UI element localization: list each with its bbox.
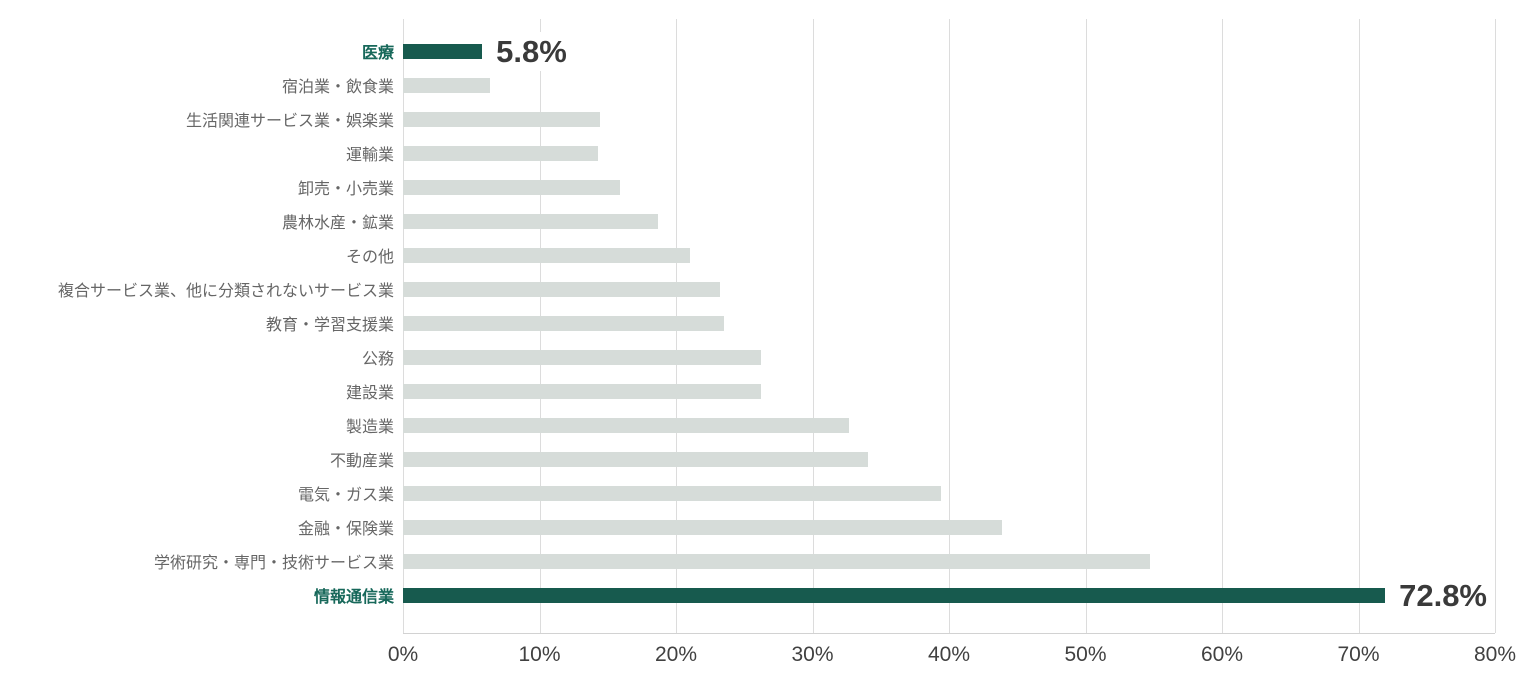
plot-area: 医療 5.8% 宿泊業・飲食業生活関連サービス業・娯楽業運輸業卸売・小売業農林水産・…: [58, 19, 1496, 633]
x-tick-label: 20%: [654, 643, 698, 666]
category-label: 生活関連サービス業・娯楽業: [185, 113, 394, 130]
gridline: [1495, 19, 1496, 633]
gridline: [1085, 19, 1087, 633]
bar-row: 宿泊業・飲食業: [282, 68, 1495, 102]
category-label: 宿泊業・飲食業: [281, 79, 394, 96]
bar-row: 公務: [362, 340, 1495, 374]
category-label: 製造業: [345, 419, 394, 436]
bar: [403, 111, 600, 127]
x-tick-label: 80%: [1473, 643, 1517, 666]
bar: [403, 485, 941, 501]
gridline: [1358, 19, 1360, 633]
category-label: 不動産業: [329, 453, 394, 470]
category-label: その他: [345, 249, 394, 266]
x-tick-label: 0%: [387, 643, 419, 666]
bar: [403, 77, 491, 93]
bar: [403, 383, 761, 399]
category-label: 建設業: [345, 385, 394, 402]
category-label: 卸売・小売業: [297, 181, 394, 198]
bar-rows: 医療 5.8% 宿泊業・飲食業生活関連サービス業・娯楽業運輸業卸売・小売業農林水産・…: [58, 31, 1495, 615]
bar: [403, 519, 1003, 535]
category-label: 教育・学習支援業: [265, 317, 394, 334]
bar-row: 生活関連サービス業・娯楽業: [186, 102, 1495, 136]
bar-row: 不動産業: [330, 442, 1495, 476]
bar-row: 卸売・小売業: [298, 170, 1495, 204]
bar-row: 電気・ガス業: [298, 476, 1495, 510]
x-tick-label: 60%: [1200, 643, 1244, 666]
bar: [403, 43, 483, 59]
bar: [403, 553, 1150, 569]
bar-row: 複合サービス業、他に分類されないサービス業: [58, 272, 1495, 306]
category-label: 運輸業: [345, 147, 394, 164]
gridline: [949, 19, 950, 633]
bar: [403, 315, 724, 331]
bar: [403, 179, 621, 195]
bar-row: 運輸業: [346, 136, 1495, 170]
x-tick-label: 50%: [1064, 643, 1107, 666]
category-label: 金融・保険業: [297, 521, 394, 538]
category-label: 医療: [361, 45, 394, 62]
bar: [403, 145, 599, 161]
bar-row: 農林水産・鉱業: [282, 204, 1495, 238]
x-tick-label: 70%: [1337, 643, 1380, 666]
x-tick-label: 10%: [518, 643, 561, 666]
bar: [403, 213, 659, 229]
bar: [403, 281, 720, 297]
category-label: 農林水産・鉱業: [281, 215, 394, 232]
bar: [403, 247, 690, 263]
bar-row: 医療 5.8%: [362, 31, 1495, 71]
bar: [403, 587, 1386, 603]
x-axis: 0% 10% 20% 30% 40% 50% 60% 70% 80%: [388, 633, 1516, 674]
category-label: 情報通信業: [313, 589, 394, 606]
bar-row: 教育・学習支援業: [266, 306, 1495, 340]
gridline: [812, 19, 814, 633]
category-label: 電気・ガス業: [297, 487, 394, 504]
category-label: 複合サービス業、他に分類されないサービス業: [57, 283, 394, 300]
bar-row: 情報通信業 72.8%: [314, 575, 1495, 615]
category-label: 学術研究・専門・技術サービス業: [153, 555, 394, 572]
bar-row: 建設業: [346, 374, 1495, 408]
gridline: [1222, 19, 1223, 633]
value-label: 5.8%: [493, 31, 575, 71]
bar: [403, 349, 761, 365]
bar: [403, 451, 869, 467]
category-label: 公務: [361, 351, 394, 368]
bar-row: 学術研究・専門・技術サービス業: [154, 544, 1495, 578]
bar-row: その他: [346, 238, 1495, 272]
value-label: 72.8%: [1396, 575, 1495, 615]
bar-row: 金融・保険業: [298, 510, 1495, 544]
x-tick-label: 30%: [791, 643, 834, 666]
x-tick-label: 40%: [927, 643, 971, 666]
bar-row: 製造業: [346, 408, 1495, 442]
bar: [403, 417, 850, 433]
